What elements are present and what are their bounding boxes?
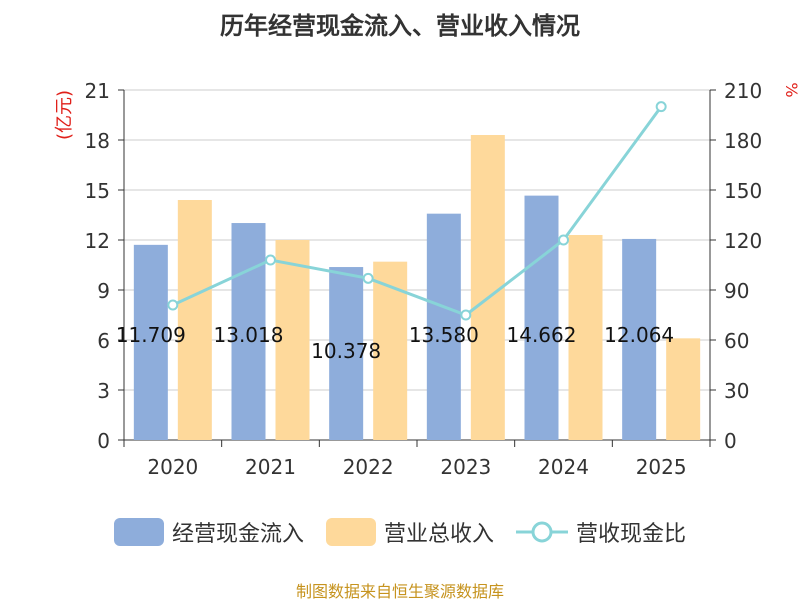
y-left-tick-label: 0	[97, 429, 110, 453]
x-tick-label: 2024	[538, 455, 589, 479]
y-right-tick-label: 90	[724, 279, 749, 303]
y-left-tick-label: 18	[85, 129, 110, 153]
legend: 经营现金流入 营业总收入 营收现金比	[0, 516, 800, 548]
y-left-tick-label: 6	[97, 329, 110, 353]
bar-cash-inflow	[524, 195, 559, 440]
y-right-tick-label: 120	[724, 229, 762, 253]
legend-label-cash-inflow: 经营现金流入	[171, 522, 304, 547]
x-tick-label: 2020	[147, 455, 198, 479]
y-right-tick-label: 30	[724, 379, 749, 403]
legend-label-ratio: 营收现金比	[576, 522, 687, 547]
y-left-tick-label: 9	[97, 279, 110, 303]
x-tick-label: 2023	[440, 455, 491, 479]
bar-data-label: 11.709	[116, 323, 186, 347]
bar-revenue	[470, 135, 505, 440]
line-ratio-point	[460, 309, 472, 321]
y-left-tick-label: 21	[85, 79, 110, 103]
line-ratio-point	[167, 299, 179, 311]
y-left-tick-label: 12	[85, 229, 110, 253]
legend-swatch-revenue	[325, 518, 376, 546]
bar-revenue	[275, 240, 310, 440]
bar-revenue	[568, 235, 603, 440]
line-ratio	[172, 105, 663, 317]
bar-data-label: 13.580	[409, 323, 479, 347]
bar-cash-inflow	[231, 223, 266, 440]
bar-revenue	[177, 200, 212, 440]
y-left-axis-label: (亿元)	[54, 90, 75, 140]
legend-label-revenue: 营业总收入	[383, 522, 494, 547]
bar-cash-inflow	[622, 238, 657, 440]
y-right-axis-label: %	[782, 82, 800, 97]
line-layer	[167, 101, 667, 321]
chart-title: 历年经营现金流入、营业收入情况	[220, 12, 580, 40]
line-ratio-point	[558, 234, 569, 246]
bar-data-label: 10.378	[311, 339, 381, 363]
label-layer: 11.709 13.018 10.378 13.580 14.662 12.064	[116, 323, 674, 363]
legend-item-ratio[interactable]: 营收现金比	[516, 516, 686, 548]
y-right-tick-label: 0	[724, 429, 737, 453]
line-ratio-point	[655, 101, 667, 113]
bar-data-label: 14.662	[507, 323, 577, 347]
y-left-tick-label: 15	[85, 179, 110, 203]
x-tick-label: 2025	[636, 455, 687, 479]
y-right-tick-label: 180	[724, 129, 762, 153]
y-left-tick-label: 3	[97, 379, 110, 403]
legend-swatch-cash-inflow	[113, 518, 164, 546]
legend-item-cash-inflow[interactable]: 经营现金流入	[113, 516, 304, 548]
legend-line-ratio	[516, 518, 568, 546]
line-ratio-point	[265, 254, 276, 266]
grid-layer	[124, 89, 710, 391]
bar-layer	[133, 135, 701, 440]
line-ratio-point	[362, 272, 374, 284]
legend-item-revenue[interactable]: 营业总收入	[325, 516, 494, 548]
bar-revenue	[666, 338, 701, 440]
y-right-tick-label: 150	[724, 179, 762, 203]
y-right-tick-label: 210	[724, 79, 762, 103]
x-tick-label: 2021	[245, 455, 296, 479]
bar-data-label: 13.018	[214, 323, 284, 347]
bar-data-label: 12.064	[604, 323, 674, 347]
bar-cash-inflow	[133, 244, 168, 440]
x-tick-label: 2022	[343, 455, 394, 479]
source-note: 制图数据来自恒生聚源数据库	[295, 582, 504, 601]
bar-cash-inflow	[426, 213, 461, 440]
bar-cash-inflow	[329, 267, 364, 440]
y-right-tick-label: 60	[724, 329, 749, 353]
